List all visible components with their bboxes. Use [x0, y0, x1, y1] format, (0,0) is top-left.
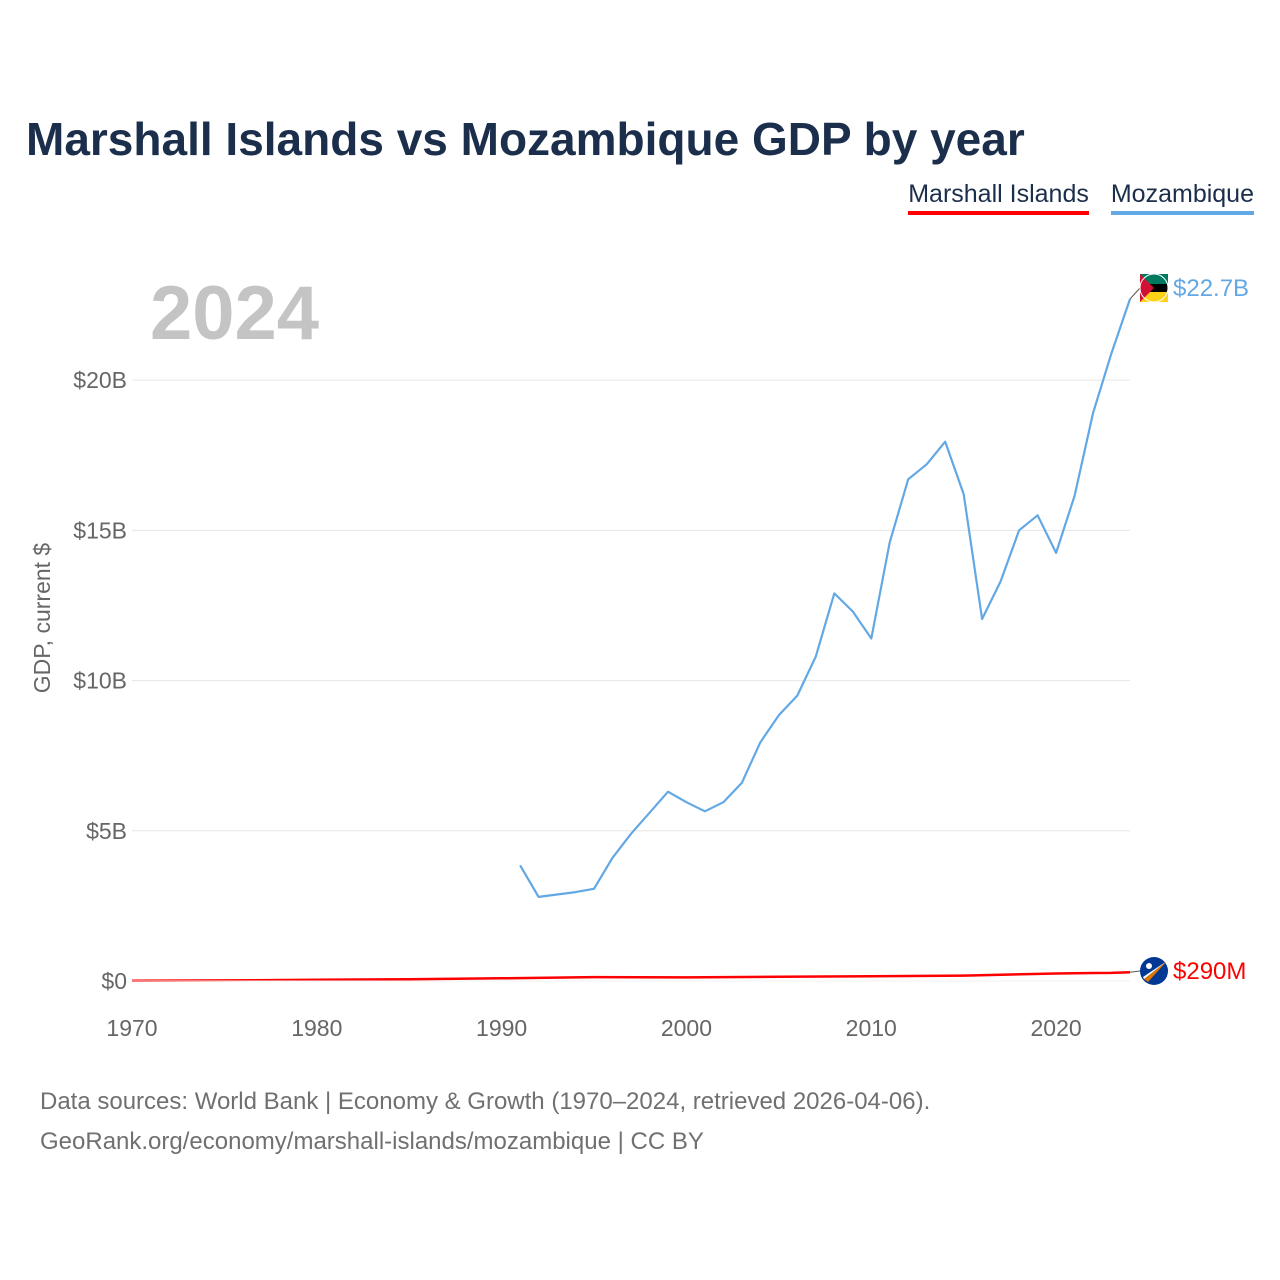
flag-star — [1146, 963, 1152, 969]
end-connector — [1129, 970, 1141, 973]
flag-stripe — [1144, 961, 1167, 982]
series-line-mozambique — [519, 298, 1132, 899]
y-tick-label: $0 — [101, 968, 127, 994]
legend-marshall-islands[interactable]: Marshall Islands — [908, 180, 1089, 215]
series-line-marshall-islands — [131, 971, 1131, 982]
source-line-1: Data sources: World Bank | Economy & Gro… — [40, 1088, 931, 1115]
legend-mozambique[interactable]: Mozambique — [1110, 180, 1254, 215]
x-tick-label: 2020 — [1030, 1015, 1081, 1041]
end-connector — [1129, 287, 1141, 300]
flag-border — [1139, 273, 1169, 303]
x-tick-label: 1990 — [476, 1015, 527, 1041]
legend: Marshall Islands Mozambique — [908, 180, 1254, 215]
x-tick-label: 1970 — [106, 1015, 157, 1041]
flag-triangle — [1140, 274, 1154, 302]
line-chart: $0 $5B $10B $15B $20B 1970 1980 1990 2000 2010 202… — [29, 273, 1249, 1041]
y-axis-label: GDP, current $ — [29, 543, 55, 694]
end-value-label: $290M — [1173, 958, 1246, 985]
chart-title: Marshall Islands vs Mozambique GDP by ye… — [26, 113, 1025, 165]
x-tick-label: 2010 — [846, 1015, 897, 1041]
x-tick-label: 1980 — [291, 1015, 342, 1041]
y-tick-label: $10B — [73, 668, 127, 694]
x-tick-label: 2000 — [661, 1015, 712, 1041]
flag-stripe — [1143, 961, 1167, 979]
source-note: Data sources: World Bank | Economy & Gro… — [40, 1082, 930, 1162]
y-tick-label: $20B — [73, 367, 127, 393]
year-watermark: 2024 — [150, 271, 320, 356]
y-tick-label: $15B — [73, 517, 127, 543]
flag-mozambique-icon — [1140, 274, 1168, 284]
y-tick-label: $5B — [86, 818, 127, 844]
source-line-2: GeoRank.org/economy/marshall-islands/moz… — [40, 1128, 704, 1155]
end-value-label: $22.7B — [1173, 275, 1249, 302]
flag-stripe — [1140, 292, 1168, 302]
